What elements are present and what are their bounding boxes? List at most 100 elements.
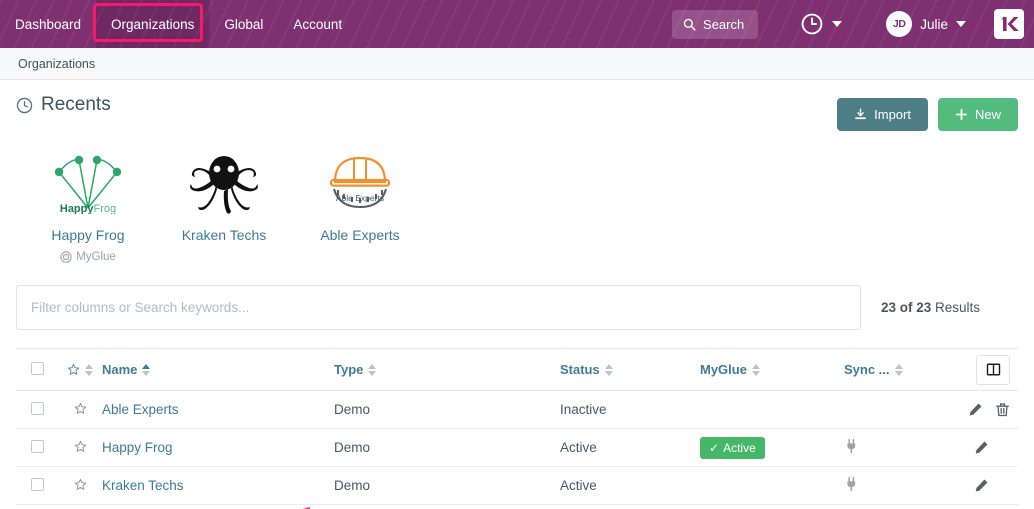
recents-header-row: Recents Import New bbox=[16, 80, 1018, 131]
status-badge-label: Active bbox=[723, 440, 756, 455]
svg-text:HappyFrog: HappyFrog bbox=[60, 203, 116, 214]
column-type[interactable]: Type bbox=[334, 348, 560, 391]
recent-activity-menu[interactable] bbox=[800, 12, 843, 36]
row-select-cell[interactable] bbox=[16, 390, 58, 429]
row-type-cell: Demo bbox=[334, 428, 560, 467]
sort-toggle[interactable] bbox=[85, 363, 93, 376]
row-name-cell[interactable]: Happy Frog bbox=[102, 428, 334, 467]
nav-item-global[interactable]: Global bbox=[209, 0, 278, 48]
sort-toggle[interactable] bbox=[368, 363, 377, 376]
sort-toggle[interactable] bbox=[751, 363, 760, 376]
results-count-value: 23 of 23 bbox=[881, 300, 932, 315]
plug-icon[interactable] bbox=[844, 476, 860, 492]
column-myglue[interactable]: MyGlue bbox=[700, 348, 844, 391]
row-myglue-cell bbox=[700, 466, 844, 505]
select-all-checkbox[interactable] bbox=[30, 361, 44, 375]
delete-icon[interactable] bbox=[995, 402, 1010, 417]
table-header-row: Name Type Status bbox=[16, 348, 1018, 391]
search-button[interactable]: Search bbox=[672, 9, 759, 39]
column-settings-button[interactable] bbox=[976, 354, 1010, 385]
row-favorite-cell[interactable] bbox=[58, 428, 102, 467]
nav-item-account[interactable]: Account bbox=[278, 0, 357, 48]
column-sync[interactable]: Sync ... bbox=[844, 348, 922, 391]
recent-org-name: Able Experts bbox=[320, 227, 400, 243]
row-type-cell: Demo bbox=[334, 390, 560, 429]
sort-toggle[interactable] bbox=[894, 363, 903, 376]
table-row[interactable]: Kraken Techs Demo Active bbox=[16, 466, 1018, 505]
recent-org-tile-able-experts[interactable]: Able Experts Able Experts bbox=[312, 145, 408, 263]
recent-org-name: Kraken Techs bbox=[181, 227, 267, 243]
row-status-cell: Active bbox=[560, 466, 700, 505]
table-row[interactable]: Able Experts Demo Inactive bbox=[16, 390, 1018, 429]
column-header-label: MyGlue bbox=[700, 362, 747, 377]
column-status[interactable]: Status bbox=[560, 348, 700, 391]
myglue-icon bbox=[60, 251, 72, 263]
row-select-cell[interactable] bbox=[16, 466, 58, 505]
recents-title: Recents bbox=[16, 94, 111, 116]
column-header-label: Status bbox=[560, 362, 600, 377]
search-input[interactable]: Filter columns or Search keywords... bbox=[16, 285, 861, 330]
column-header-label: Sync ... bbox=[844, 362, 890, 377]
filter-row: Filter columns or Search keywords... 23 … bbox=[16, 285, 1018, 330]
results-count: 23 of 23 Results bbox=[881, 300, 980, 315]
row-favorite-cell[interactable] bbox=[58, 390, 102, 429]
recent-organizations-list: HappyFrog Happy Frog MyGlue bbox=[16, 131, 1018, 263]
row-status-cell: Active bbox=[560, 428, 700, 467]
new-button-label: New bbox=[974, 107, 1001, 122]
row-checkbox[interactable] bbox=[30, 439, 44, 453]
row-name-cell[interactable]: Able Experts bbox=[102, 390, 334, 429]
row-type-cell: Demo bbox=[334, 466, 560, 505]
row-actions-cell bbox=[922, 390, 1018, 429]
user-account-menu[interactable]: JD Julie bbox=[886, 11, 966, 37]
star-icon[interactable] bbox=[74, 440, 87, 453]
brand-logo-button[interactable] bbox=[994, 9, 1024, 39]
nav-item-label: Global bbox=[224, 16, 264, 32]
top-navigation-bar: Dashboard Organizations Global Account S… bbox=[0, 0, 1034, 48]
organization-link[interactable]: Happy Frog bbox=[102, 440, 173, 455]
search-button-label: Search bbox=[703, 16, 745, 32]
row-actions-cell bbox=[922, 466, 1018, 505]
row-checkbox[interactable] bbox=[30, 401, 44, 415]
star-icon[interactable] bbox=[74, 402, 87, 415]
row-myglue-cell bbox=[700, 390, 844, 429]
column-select-all[interactable] bbox=[16, 348, 58, 391]
results-count-suffix: Results bbox=[935, 300, 981, 315]
row-sync-cell[interactable] bbox=[844, 466, 922, 505]
avatar: JD bbox=[886, 11, 913, 37]
recent-org-name: Happy Frog bbox=[51, 227, 125, 243]
row-status-cell: Inactive bbox=[560, 390, 700, 429]
sort-toggle[interactable] bbox=[604, 363, 613, 376]
star-icon[interactable] bbox=[74, 478, 87, 491]
new-button[interactable]: New bbox=[937, 98, 1018, 131]
plug-icon[interactable] bbox=[844, 438, 860, 454]
organization-link[interactable]: Able Experts bbox=[102, 402, 179, 417]
primary-nav: Dashboard Organizations Global Account bbox=[0, 0, 357, 48]
column-name[interactable]: Name bbox=[102, 348, 334, 391]
row-checkbox[interactable] bbox=[30, 477, 44, 491]
edit-icon[interactable] bbox=[968, 402, 983, 417]
breadcrumb: Organizations bbox=[0, 48, 1034, 80]
edit-icon[interactable] bbox=[974, 478, 989, 493]
organization-link[interactable]: Kraken Techs bbox=[102, 478, 184, 493]
column-favorite[interactable] bbox=[58, 348, 102, 391]
chevron-down-icon bbox=[956, 21, 966, 27]
edit-icon[interactable] bbox=[974, 440, 989, 455]
import-icon bbox=[854, 108, 867, 121]
nav-item-organizations[interactable]: Organizations bbox=[96, 0, 210, 48]
breadcrumb-current: Organizations bbox=[18, 56, 96, 71]
table-row[interactable]: Happy Frog Demo Active ✓ Active bbox=[16, 428, 1018, 467]
row-favorite-cell[interactable] bbox=[58, 466, 102, 505]
sort-toggle[interactable] bbox=[142, 363, 151, 376]
row-select-cell[interactable] bbox=[16, 428, 58, 467]
import-button[interactable]: Import bbox=[837, 98, 928, 131]
main-content: Recents Import New bbox=[0, 80, 1034, 509]
chevron-down-icon bbox=[832, 21, 843, 27]
nav-item-dashboard[interactable]: Dashboard bbox=[0, 0, 96, 48]
column-header-label: Type bbox=[334, 362, 364, 377]
nav-utilities: Search JD Julie bbox=[672, 0, 1034, 48]
recent-org-tile-kraken-techs[interactable]: Kraken Techs bbox=[176, 145, 272, 263]
row-sync-cell[interactable] bbox=[844, 428, 922, 467]
column-settings bbox=[922, 348, 1018, 391]
recent-org-tile-happy-frog[interactable]: HappyFrog Happy Frog MyGlue bbox=[40, 145, 136, 263]
row-name-cell[interactable]: Kraken Techs bbox=[102, 466, 334, 505]
